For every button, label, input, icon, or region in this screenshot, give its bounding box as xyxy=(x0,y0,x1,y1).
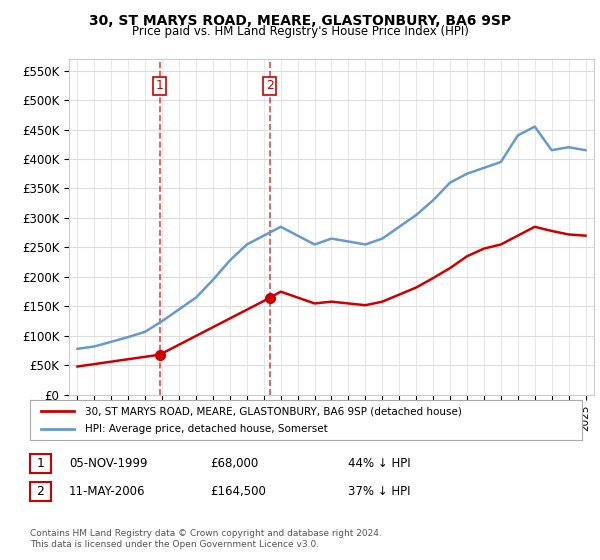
Text: 11-MAY-2006: 11-MAY-2006 xyxy=(69,484,146,498)
Text: 30, ST MARYS ROAD, MEARE, GLASTONBURY, BA6 9SP (detached house): 30, ST MARYS ROAD, MEARE, GLASTONBURY, B… xyxy=(85,407,462,417)
Text: 1: 1 xyxy=(37,457,44,470)
Text: £164,500: £164,500 xyxy=(210,484,266,498)
Text: 2: 2 xyxy=(266,79,274,92)
Text: 44% ↓ HPI: 44% ↓ HPI xyxy=(348,456,410,470)
Text: 2: 2 xyxy=(37,485,44,498)
Text: 05-NOV-1999: 05-NOV-1999 xyxy=(69,456,148,470)
Text: Price paid vs. HM Land Registry's House Price Index (HPI): Price paid vs. HM Land Registry's House … xyxy=(131,25,469,38)
Text: 30, ST MARYS ROAD, MEARE, GLASTONBURY, BA6 9SP: 30, ST MARYS ROAD, MEARE, GLASTONBURY, B… xyxy=(89,14,511,28)
Text: £68,000: £68,000 xyxy=(210,456,258,470)
Text: 37% ↓ HPI: 37% ↓ HPI xyxy=(348,484,410,498)
Text: HPI: Average price, detached house, Somerset: HPI: Average price, detached house, Some… xyxy=(85,423,328,433)
Text: 1: 1 xyxy=(155,79,164,92)
Text: Contains HM Land Registry data © Crown copyright and database right 2024.
This d: Contains HM Land Registry data © Crown c… xyxy=(30,529,382,549)
